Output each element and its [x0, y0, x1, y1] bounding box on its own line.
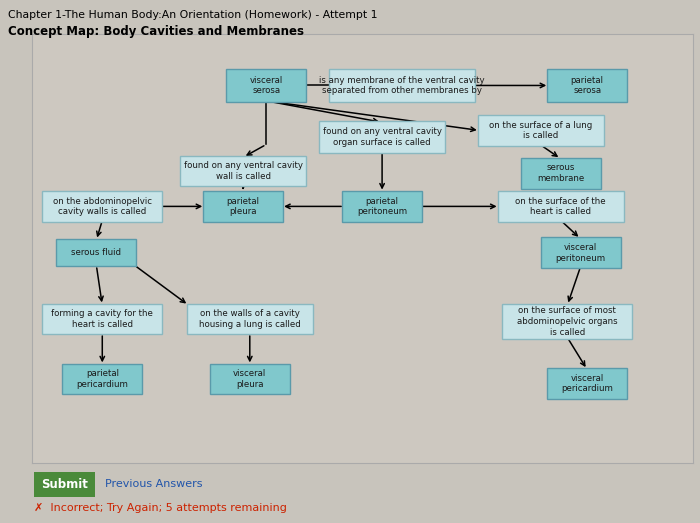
Text: Previous Answers: Previous Answers — [105, 479, 202, 490]
FancyBboxPatch shape — [498, 191, 624, 222]
FancyBboxPatch shape — [210, 364, 290, 394]
Text: on the surface of a lung
is called: on the surface of a lung is called — [489, 121, 592, 140]
Text: on the walls of a cavity
housing a lung is called: on the walls of a cavity housing a lung … — [199, 309, 301, 329]
FancyBboxPatch shape — [187, 304, 313, 334]
FancyBboxPatch shape — [547, 368, 627, 399]
Text: on the surface of the
heart is called: on the surface of the heart is called — [515, 197, 606, 217]
Text: serous
membrane: serous membrane — [537, 164, 584, 183]
Text: Chapter 1-The Human Body:An Orientation (Homework) - Attempt 1: Chapter 1-The Human Body:An Orientation … — [8, 10, 378, 20]
Text: serous fluid: serous fluid — [71, 248, 121, 257]
Text: parietal
peritoneum: parietal peritoneum — [357, 197, 407, 217]
FancyBboxPatch shape — [319, 121, 445, 153]
Text: Concept Map: Body Cavities and Membranes: Concept Map: Body Cavities and Membranes — [8, 25, 304, 38]
FancyBboxPatch shape — [547, 69, 627, 102]
Text: found on any ventral cavity
wall is called: found on any ventral cavity wall is call… — [183, 162, 302, 181]
Text: parietal
pleura: parietal pleura — [227, 197, 260, 217]
FancyBboxPatch shape — [342, 191, 422, 222]
Text: on the abdominopelvic
cavity walls is called: on the abdominopelvic cavity walls is ca… — [52, 197, 152, 217]
FancyBboxPatch shape — [521, 157, 601, 189]
Text: found on any ventral cavity
organ surface is called: found on any ventral cavity organ surfac… — [323, 127, 442, 147]
FancyBboxPatch shape — [329, 69, 475, 102]
FancyBboxPatch shape — [540, 237, 621, 268]
FancyBboxPatch shape — [226, 69, 307, 102]
FancyBboxPatch shape — [477, 115, 604, 146]
Text: visceral
pericardium: visceral pericardium — [561, 373, 613, 393]
Text: visceral
peritoneum: visceral peritoneum — [556, 243, 606, 263]
Text: Submit: Submit — [41, 478, 88, 491]
FancyBboxPatch shape — [62, 364, 142, 394]
Text: on the surface of most
abdominopelvic organs
is called: on the surface of most abdominopelvic or… — [517, 306, 617, 337]
FancyBboxPatch shape — [43, 304, 162, 334]
Text: ✗  Incorrect; Try Again; 5 attempts remaining: ✗ Incorrect; Try Again; 5 attempts remai… — [34, 503, 286, 514]
Text: is any membrane of the ventral cavity
separated from other membranes by: is any membrane of the ventral cavity se… — [319, 76, 485, 95]
Text: visceral
serosa: visceral serosa — [250, 76, 283, 95]
FancyBboxPatch shape — [180, 156, 307, 187]
FancyBboxPatch shape — [43, 191, 162, 222]
Text: parietal
serosa: parietal serosa — [570, 76, 603, 95]
Text: visceral
pleura: visceral pleura — [233, 369, 267, 389]
Text: parietal
pericardium: parietal pericardium — [76, 369, 128, 389]
FancyBboxPatch shape — [503, 304, 632, 339]
FancyBboxPatch shape — [56, 239, 136, 266]
FancyBboxPatch shape — [203, 191, 284, 222]
Text: forming a cavity for the
heart is called: forming a cavity for the heart is called — [51, 309, 153, 329]
